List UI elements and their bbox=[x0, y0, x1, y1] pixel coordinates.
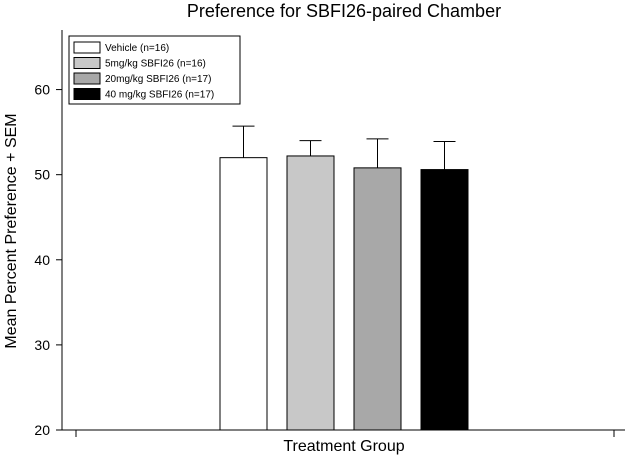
legend-label: 5mg/kg SBFI26 (n=16) bbox=[105, 59, 206, 70]
legend-swatch bbox=[73, 88, 101, 100]
y-tick-label: 50 bbox=[34, 167, 50, 183]
y-tick-label: 60 bbox=[34, 82, 50, 98]
legend-swatch bbox=[73, 57, 101, 69]
y-tick-label: 20 bbox=[34, 422, 50, 438]
legend-label: 20mg/kg SBFI26 (n=17) bbox=[105, 74, 211, 85]
bar bbox=[219, 157, 268, 431]
legend-label: Vehicle (n=16) bbox=[105, 43, 169, 54]
bar bbox=[286, 155, 335, 431]
legend-swatch bbox=[73, 41, 101, 54]
y-ticks: 20 30 40 50 60 bbox=[34, 82, 62, 438]
legend-label: 40 mg/kg SBFI26 (n=17) bbox=[105, 90, 214, 101]
x-axis-title: Treatment Group bbox=[283, 438, 404, 455]
bars bbox=[219, 125, 469, 431]
legend: Vehicle (n=16) 5mg/kg SBFI26 (n=16) 20mg/k… bbox=[68, 35, 241, 105]
legend-swatch bbox=[73, 72, 101, 85]
y-tick-label: 30 bbox=[34, 337, 50, 353]
plot-area: 20 30 40 50 60 bbox=[34, 30, 625, 438]
y-axis-title: Mean Percent Preference + SEM bbox=[3, 113, 20, 348]
chart-title: Preference for SBFI26-paired Chamber bbox=[187, 1, 501, 21]
y-tick-label: 40 bbox=[34, 252, 50, 268]
bar bbox=[420, 169, 469, 431]
bar bbox=[353, 167, 402, 431]
